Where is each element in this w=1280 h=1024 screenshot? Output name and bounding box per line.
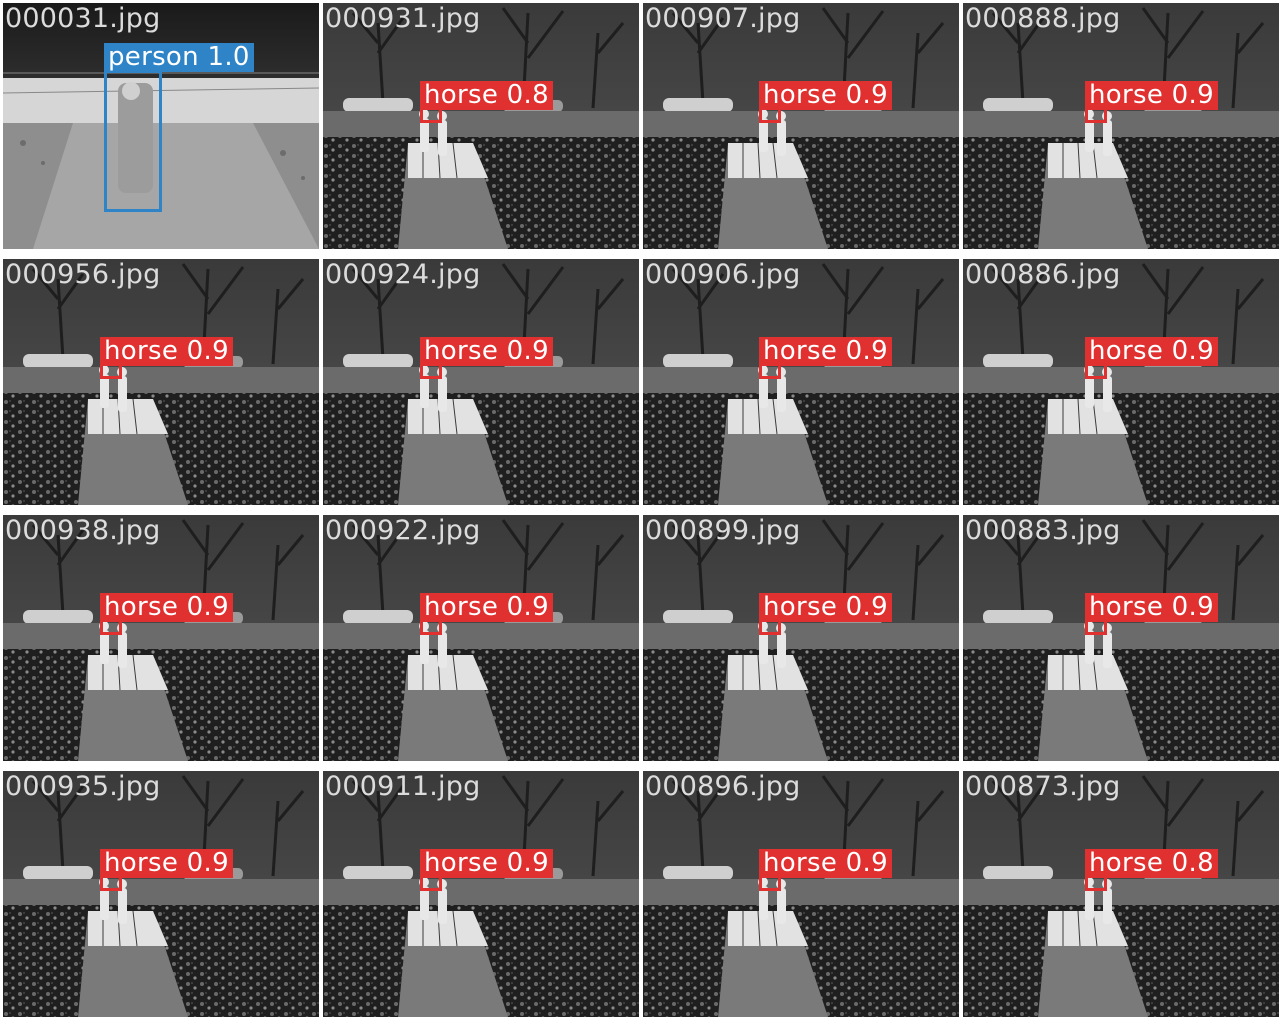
detection-tile: horse 0.9 000907.jpg [643, 3, 959, 249]
detection-tile: horse 0.9 000922.jpg [323, 515, 639, 761]
image-filename: 000924.jpg [325, 259, 481, 290]
image-filename: 000031.jpg [5, 3, 161, 34]
image-filename: 000888.jpg [965, 3, 1121, 34]
detection-label: horse 0.9 [759, 593, 892, 622]
detection-tile: horse 0.8 000931.jpg [323, 3, 639, 249]
detection-label: horse 0.9 [100, 337, 233, 366]
detection-tile: horse 0.8 000873.jpg [963, 771, 1279, 1017]
detection-tile: horse 0.9 000899.jpg [643, 515, 959, 761]
detection-label: horse 0.9 [100, 593, 233, 622]
image-filename: 000873.jpg [965, 771, 1121, 802]
detection-label: horse 0.9 [420, 593, 553, 622]
detection-label: horse 0.9 [759, 337, 892, 366]
detection-label: horse 0.9 [1085, 81, 1218, 110]
detection-label: horse 0.8 [1085, 849, 1218, 878]
image-filename: 000935.jpg [5, 771, 161, 802]
detection-tile: person 1.0 000031.jpg [3, 3, 319, 249]
detection-tile: horse 0.9 000911.jpg [323, 771, 639, 1017]
detection-tile: horse 0.9 000886.jpg [963, 259, 1279, 505]
image-filename: 000883.jpg [965, 515, 1121, 546]
image-filename: 000938.jpg [5, 515, 161, 546]
image-filename: 000907.jpg [645, 3, 801, 34]
image-filename: 000899.jpg [645, 515, 801, 546]
detection-label: horse 0.8 [420, 81, 553, 110]
detection-tile: horse 0.9 000924.jpg [323, 259, 639, 505]
detection-label: horse 0.9 [1085, 337, 1218, 366]
detection-label: person 1.0 [104, 43, 254, 72]
detection-tile: horse 0.9 000883.jpg [963, 515, 1279, 761]
detection-label: horse 0.9 [420, 849, 553, 878]
detection-label: horse 0.9 [759, 849, 892, 878]
image-filename: 000956.jpg [5, 259, 161, 290]
image-filename: 000931.jpg [325, 3, 481, 34]
detection-tile: horse 0.9 000906.jpg [643, 259, 959, 505]
detection-label: horse 0.9 [420, 337, 553, 366]
detection-label: horse 0.9 [1085, 593, 1218, 622]
image-filename: 000911.jpg [325, 771, 481, 802]
detection-label: horse 0.9 [100, 849, 233, 878]
detection-tile: horse 0.9 000956.jpg [3, 259, 319, 505]
detection-tile: horse 0.9 000938.jpg [3, 515, 319, 761]
image-filename: 000922.jpg [325, 515, 481, 546]
person-bounding-box [104, 70, 162, 212]
detection-label: horse 0.9 [759, 81, 892, 110]
detection-tile: horse 0.9 000888.jpg [963, 3, 1279, 249]
image-filename: 000906.jpg [645, 259, 801, 290]
detection-tile: horse 0.9 000935.jpg [3, 771, 319, 1017]
image-filename: 000886.jpg [965, 259, 1121, 290]
detection-tile: horse 0.9 000896.jpg [643, 771, 959, 1017]
image-filename: 000896.jpg [645, 771, 801, 802]
